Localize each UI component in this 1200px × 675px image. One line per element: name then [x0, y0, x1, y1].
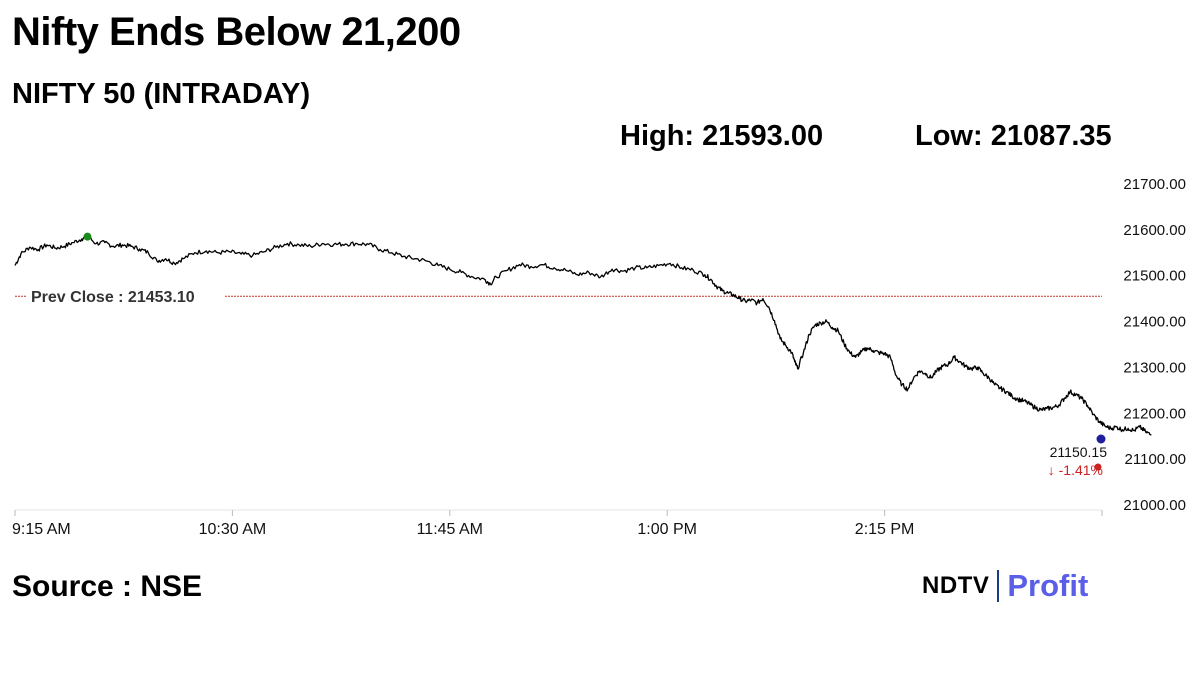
low-value: Low: 21087.35 [915, 120, 1112, 152]
high-point-marker [83, 232, 92, 241]
x-tick-label: 1:00 PM [637, 521, 697, 538]
ndtv-profit-logo: NDTV Profit [922, 566, 1088, 606]
x-tick-label: 9:15 AM [12, 521, 71, 538]
chart-subtitle: NIFTY 50 (INTRADAY) [12, 78, 311, 110]
series-line [14, 234, 1152, 436]
y-tick-label: 21400.00 [1123, 314, 1186, 331]
y-tick-label: 21100.00 [1125, 451, 1186, 468]
prev-close-label-bg [26, 286, 224, 307]
y-tick-label: 21600.00 [1123, 222, 1186, 239]
high-value: High: 21593.00 [620, 120, 824, 152]
x-tick-label: 11:45 AM [417, 521, 483, 538]
ndtv-logo-text: NDTV [922, 572, 990, 599]
y-tick-label: 21200.00 [1123, 405, 1186, 422]
logo-divider [997, 570, 1000, 602]
change-label: ↓ -1.41% [1048, 462, 1103, 478]
y-tick-label: 21300.00 [1123, 359, 1186, 376]
last-value-marker [1096, 434, 1106, 444]
change-marker [1094, 463, 1102, 471]
headline: Nifty Ends Below 21,200 [12, 10, 461, 54]
profit-logo-text: Profit [1007, 568, 1089, 603]
intraday-chart: 21700.00 21600.00 21500.00 21400.00 21300.00… [12, 176, 1186, 538]
source-label: Source : NSE [12, 570, 203, 603]
prev-close-label: Prev Close : 21453.10 [31, 289, 195, 306]
y-tick-label: 21500.00 [1123, 268, 1186, 285]
y-tick-label: 21700.00 [1123, 176, 1186, 193]
x-tick-label: 2:15 PM [855, 521, 915, 538]
last-value-label: 21150.15 [1050, 444, 1108, 460]
x-tick-label: 10:30 AM [199, 521, 267, 538]
y-tick-label: 21000.00 [1123, 497, 1186, 514]
